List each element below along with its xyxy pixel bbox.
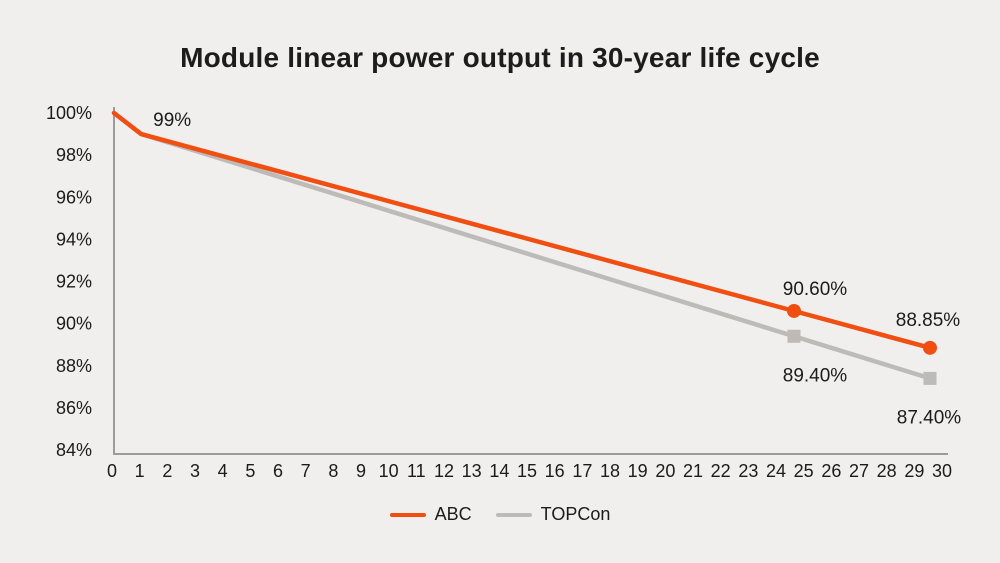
chart-title: Module linear power output in 30-year li… xyxy=(180,42,820,73)
legend: ABC TOPCon xyxy=(0,504,1000,525)
x-axis-tick-label: 14 xyxy=(489,461,509,481)
y-axis-tick-label: 98% xyxy=(56,145,92,165)
x-axis-tick-label: 12 xyxy=(434,461,454,481)
x-axis-tick-label: 4 xyxy=(218,461,228,481)
y-axis-tick-label: 84% xyxy=(56,440,92,460)
marker-topcon-year30 xyxy=(923,371,937,385)
y-axis-tick-label: 100% xyxy=(46,103,92,123)
x-axis-tick-label: 0 xyxy=(107,461,117,481)
x-axis-tick-label: 16 xyxy=(545,461,565,481)
x-axis-tick-label: 29 xyxy=(904,461,924,481)
x-axis-tick-label: 3 xyxy=(190,461,200,481)
x-axis-tick-label: 18 xyxy=(600,461,620,481)
x-axis-tick-label: 30 xyxy=(932,461,952,481)
x-axis-tick-label: 17 xyxy=(572,461,592,481)
x-axis-tick-label: 2 xyxy=(162,461,172,481)
x-axis-tick-label: 9 xyxy=(356,461,366,481)
y-axis-tick-label: 92% xyxy=(56,272,92,292)
x-axis-tick-label: 11 xyxy=(407,461,426,481)
legend-label-abc: ABC xyxy=(434,504,472,524)
x-axis-tick-label: 28 xyxy=(877,461,897,481)
marker-abc-year25 xyxy=(787,303,801,318)
legend-item-topcon: TOPCon xyxy=(495,504,611,525)
x-axis-tick-label: 20 xyxy=(655,461,675,481)
marker-abc-year30 xyxy=(923,340,937,355)
x-axis-tick-label: 19 xyxy=(628,461,648,481)
marker-topcon-year25 xyxy=(787,329,801,343)
data-label-topcon-year25: 89.40% xyxy=(783,365,848,386)
legend-label-topcon: TOPCon xyxy=(540,504,611,524)
data-label-topcon-year30: 87.40% xyxy=(897,407,962,428)
data-label-abc-year30: 88.85% xyxy=(896,310,961,331)
x-axis-tick-label: 21 xyxy=(683,461,703,481)
x-axis-tick-label: 24 xyxy=(766,461,786,481)
x-axis-tick-label: 10 xyxy=(379,461,399,481)
y-axis-tick-label: 94% xyxy=(56,229,92,249)
y-axis-tick-label: 90% xyxy=(56,314,92,334)
x-axis-tick-label: 15 xyxy=(517,461,537,481)
topcon-line-swatch-icon xyxy=(495,512,532,517)
x-axis-tick-label: 26 xyxy=(821,461,841,481)
x-axis-tick-label: 23 xyxy=(738,461,758,481)
series-line-topcon xyxy=(111,110,933,381)
series-line-abc xyxy=(111,110,933,351)
x-axis-tick-label: 8 xyxy=(328,461,338,481)
x-axis-tick-label: 5 xyxy=(245,461,255,481)
x-axis-tick-label: 6 xyxy=(273,461,283,481)
y-axis-tick-label: 88% xyxy=(56,356,92,376)
x-axis-tick-label: 1 xyxy=(135,461,145,481)
abc-line-swatch-icon xyxy=(389,512,426,517)
x-axis-tick-label: 7 xyxy=(301,461,311,481)
legend-item-abc: ABC xyxy=(389,504,472,525)
x-axis-tick-label: 25 xyxy=(794,461,814,481)
y-axis-tick-label: 96% xyxy=(56,187,92,207)
data-label-abc-year25: 90.60% xyxy=(783,279,848,300)
x-axis-tick-label: 22 xyxy=(711,461,731,481)
x-axis-tick-label: 13 xyxy=(462,461,482,481)
x-axis-tick-label: 27 xyxy=(849,461,869,481)
y-axis-tick-label: 86% xyxy=(56,398,92,418)
data-label-abc-year1: 99% xyxy=(153,110,191,131)
